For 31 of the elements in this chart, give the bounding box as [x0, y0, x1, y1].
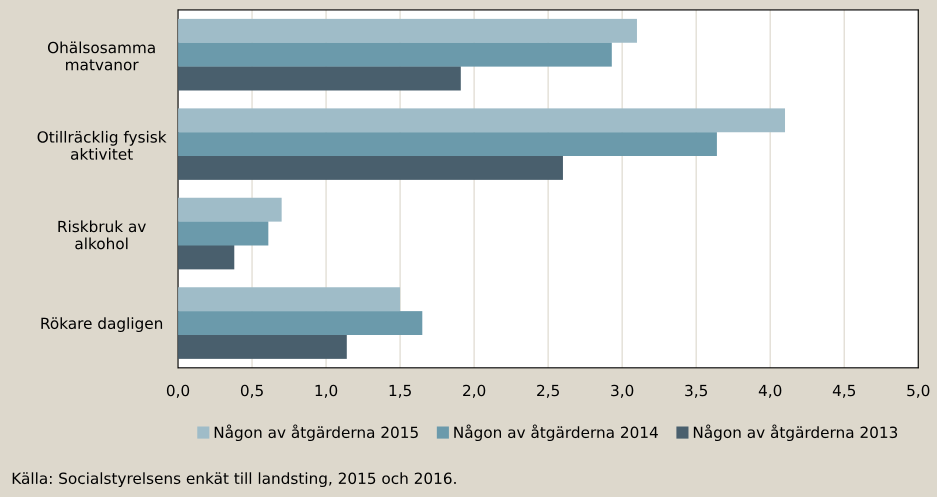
legend-label: Någon av åtgärderna 2015 — [214, 424, 418, 442]
bar — [178, 18, 637, 43]
y-tick-label: Rökare dagligen — [41, 317, 162, 332]
bar — [178, 66, 461, 90]
bar — [178, 156, 563, 180]
x-tick-label: 3,0 — [611, 384, 634, 398]
y-tick-label: Riskbruk av alkohol — [58, 220, 146, 250]
x-tick-label: 1,0 — [316, 384, 338, 398]
bar — [178, 222, 268, 246]
bar — [178, 42, 612, 67]
bar — [178, 311, 422, 335]
x-tick-label: 0,5 — [240, 384, 263, 398]
y-tick-label: Otillräcklig fysisk aktivitet — [38, 130, 167, 160]
text: Källa: Socialstyrelsens enkät till landsting, 2015 och 2016. — [12, 472, 456, 488]
bar — [178, 246, 234, 270]
x-tick-label: 0,0 — [166, 384, 190, 398]
x-tick-label: 4,0 — [758, 384, 782, 398]
legend-label: Någon av åtgärderna 2013 — [694, 424, 898, 442]
x-tick-label: 5,0 — [907, 384, 930, 398]
bar — [178, 334, 347, 359]
x-tick-label: 4,5 — [832, 384, 856, 398]
bar — [178, 108, 786, 132]
x-tick-label: 2,5 — [537, 384, 559, 398]
x-tick-label: 1,5 — [390, 384, 411, 398]
legend-label: Någon av åtgärderna 2014 — [454, 424, 658, 442]
x-tick-label: 2,0 — [463, 384, 486, 398]
bar — [178, 198, 282, 222]
y-tick-label: Ohälsosamma matvanor — [48, 41, 155, 70]
bar — [178, 132, 717, 156]
bar — [178, 287, 400, 312]
x-tick-label: 3,5 — [685, 384, 708, 398]
